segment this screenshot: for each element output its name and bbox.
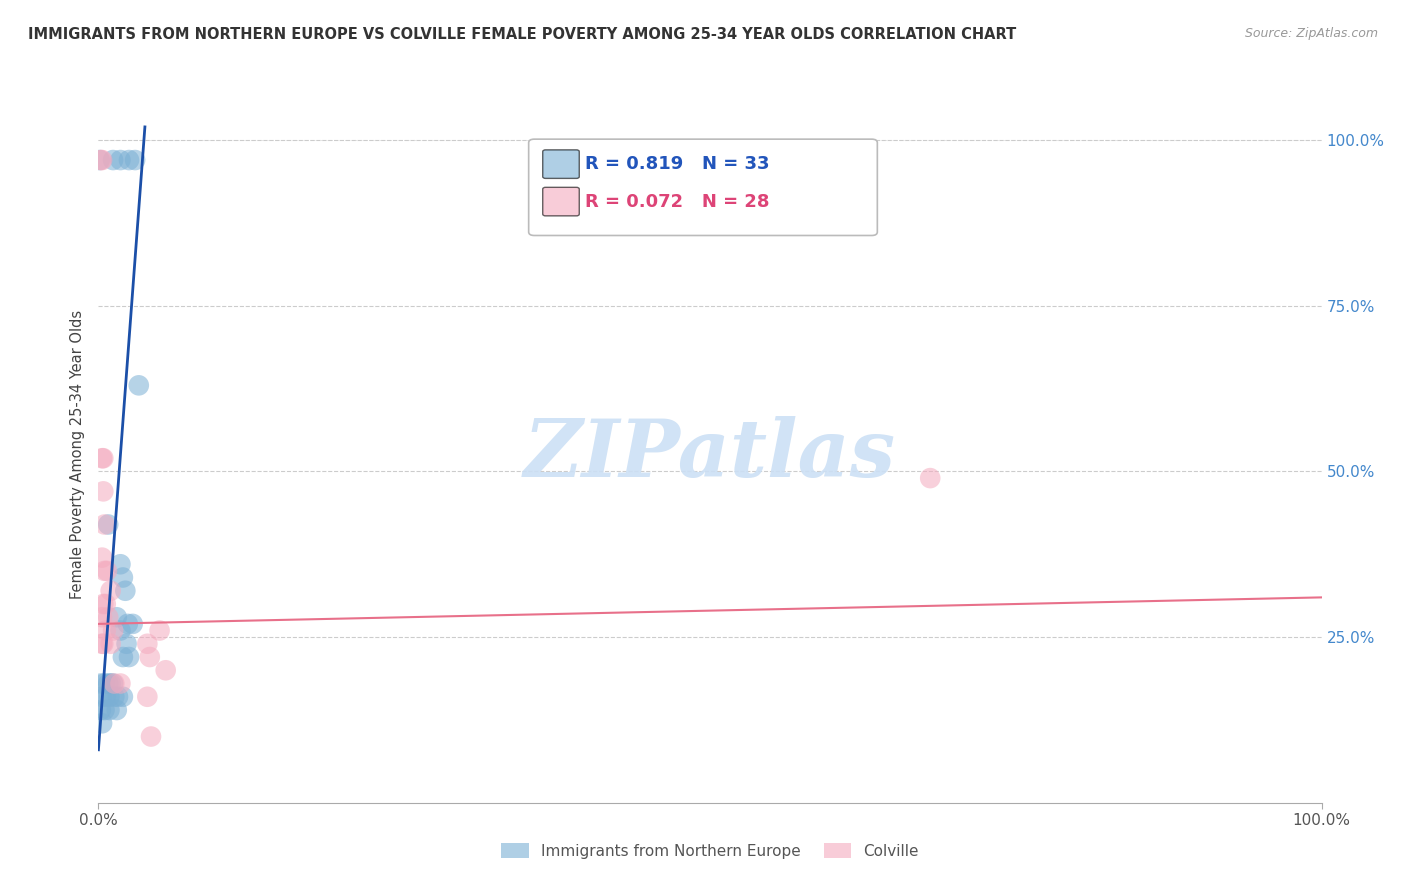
- Point: [118, 153, 141, 167]
- Point: [91, 484, 114, 499]
- Point: [91, 451, 114, 466]
- Point: [103, 676, 125, 690]
- Point: [136, 690, 159, 704]
- Point: [93, 676, 115, 690]
- Point: [111, 570, 134, 584]
- Point: [98, 690, 121, 704]
- Point: [920, 471, 942, 485]
- Point: [149, 624, 172, 638]
- Point: [107, 690, 129, 704]
- Point: [90, 676, 112, 690]
- Point: [89, 153, 111, 167]
- Point: [111, 690, 134, 704]
- Point: [90, 703, 112, 717]
- Point: [101, 624, 124, 638]
- Point: [97, 610, 120, 624]
- Point: [103, 690, 125, 704]
- Point: [139, 650, 162, 665]
- Text: R = 0.072   N = 28: R = 0.072 N = 28: [585, 193, 769, 211]
- Point: [110, 558, 132, 572]
- Point: [128, 378, 150, 392]
- Point: [91, 637, 114, 651]
- Point: [110, 153, 132, 167]
- Point: [136, 637, 159, 651]
- Point: [105, 610, 128, 624]
- Text: R = 0.819   N = 33: R = 0.819 N = 33: [585, 155, 769, 173]
- Point: [97, 676, 120, 690]
- Point: [93, 564, 115, 578]
- Point: [100, 583, 122, 598]
- Point: [91, 610, 114, 624]
- Point: [93, 517, 115, 532]
- Point: [100, 676, 122, 690]
- Point: [118, 650, 141, 665]
- Point: [110, 676, 132, 690]
- Point: [100, 637, 122, 651]
- Point: [91, 597, 114, 611]
- Point: [124, 153, 146, 167]
- Legend: Immigrants from Northern Europe, Colville: Immigrants from Northern Europe, Colvill…: [495, 837, 925, 864]
- Point: [94, 624, 117, 638]
- Point: [91, 690, 114, 704]
- Point: [114, 583, 136, 598]
- Point: [93, 703, 115, 717]
- Point: [101, 153, 124, 167]
- Point: [91, 716, 114, 731]
- Point: [91, 550, 114, 565]
- Point: [117, 616, 139, 631]
- Point: [97, 517, 120, 532]
- Point: [96, 564, 118, 578]
- Y-axis label: Female Poverty Among 25-34 Year Olds: Female Poverty Among 25-34 Year Olds: [69, 310, 84, 599]
- Point: [101, 676, 124, 690]
- Point: [139, 730, 162, 744]
- Point: [91, 637, 114, 651]
- Text: IMMIGRANTS FROM NORTHERN EUROPE VS COLVILLE FEMALE POVERTY AMONG 25-34 YEAR OLDS: IMMIGRANTS FROM NORTHERN EUROPE VS COLVI…: [28, 27, 1017, 42]
- Point: [105, 703, 128, 717]
- Point: [90, 153, 112, 167]
- Point: [94, 597, 117, 611]
- Point: [121, 616, 143, 631]
- Point: [91, 153, 114, 167]
- Point: [155, 663, 177, 677]
- Point: [98, 703, 121, 717]
- Point: [91, 451, 114, 466]
- Point: [94, 690, 117, 704]
- Point: [110, 624, 132, 638]
- Point: [115, 637, 138, 651]
- Text: Source: ZipAtlas.com: Source: ZipAtlas.com: [1244, 27, 1378, 40]
- Text: ZIPatlas: ZIPatlas: [524, 417, 896, 493]
- Point: [111, 650, 134, 665]
